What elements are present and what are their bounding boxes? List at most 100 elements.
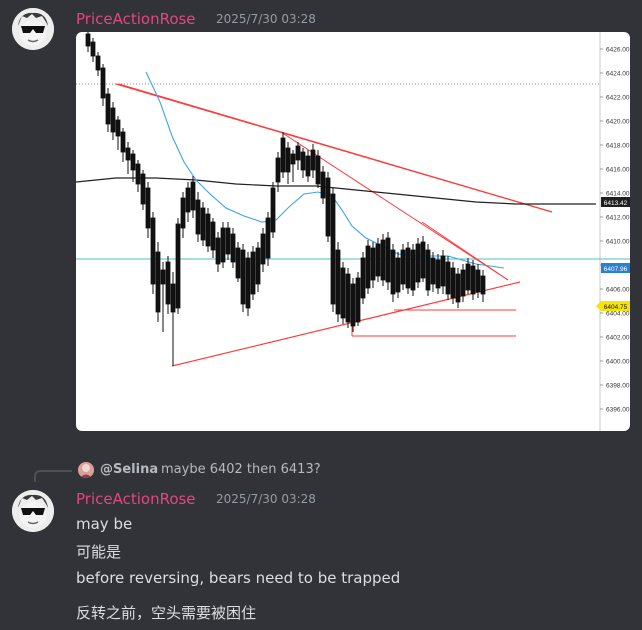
reply-connector xyxy=(34,470,72,482)
candle-body xyxy=(181,198,185,228)
candle-body xyxy=(286,148,290,172)
candle-body xyxy=(276,158,280,182)
candle-body xyxy=(321,172,325,198)
candle-body xyxy=(96,56,100,70)
price-axis: 6426.00 6424.00 6422.00 6420.00 6418.00 6416.… xyxy=(600,47,630,414)
price-axis-label: 6402.00 xyxy=(606,335,630,342)
candle-body xyxy=(476,270,480,292)
price-badge-dark: 6413.42 xyxy=(601,197,630,207)
candle-body xyxy=(126,148,130,160)
candle-body xyxy=(231,234,235,262)
price-axis-label: 6400.00 xyxy=(606,359,630,366)
reply-avatar[interactable] xyxy=(78,462,94,478)
candle-body xyxy=(266,218,270,258)
price-axis-label: 6404.00 xyxy=(606,311,630,318)
fast-moving-average xyxy=(146,72,504,268)
candle-body xyxy=(471,266,475,294)
price-axis-label: 6422.00 xyxy=(606,95,630,102)
candle-body xyxy=(271,188,275,232)
candle-body xyxy=(336,250,340,314)
candle-body xyxy=(211,222,215,250)
candle-body xyxy=(411,250,415,290)
candle-body xyxy=(296,146,300,160)
candle-body xyxy=(456,274,460,302)
candle-body xyxy=(426,250,430,290)
slow-moving-average xyxy=(76,178,596,204)
price-axis-label: 6418.00 xyxy=(606,143,630,150)
candle-body xyxy=(121,132,125,152)
candle-body xyxy=(176,224,180,308)
price-badge-yellow-label: 6404.75 xyxy=(604,304,628,311)
price-axis-label: 6416.00 xyxy=(606,167,630,174)
candle-body xyxy=(226,228,230,254)
candle-body xyxy=(111,108,115,132)
candle-body xyxy=(326,178,330,236)
candle-body xyxy=(461,270,465,296)
author-name[interactable]: PriceActionRose xyxy=(76,490,196,508)
candle-body xyxy=(166,262,170,304)
candle-body xyxy=(251,252,255,294)
candle-body xyxy=(341,268,345,318)
candle-body xyxy=(421,242,425,278)
candle-body xyxy=(406,248,410,288)
candle-body xyxy=(201,208,205,240)
candle-body xyxy=(191,182,195,210)
candle-body xyxy=(416,244,420,282)
candle-body xyxy=(131,154,135,170)
candle-body xyxy=(101,68,105,98)
candle-body xyxy=(146,188,150,228)
candle-body xyxy=(431,258,435,284)
candle-body xyxy=(136,164,140,184)
candle-body xyxy=(361,258,365,298)
candle-body xyxy=(481,276,485,294)
price-axis-label: 6398.00 xyxy=(606,383,630,390)
candle-body xyxy=(401,250,405,284)
candle-body xyxy=(151,218,155,284)
candle-body xyxy=(171,284,175,312)
avatar[interactable] xyxy=(12,8,54,50)
candle-body xyxy=(291,154,295,164)
candle-body xyxy=(351,284,355,326)
candle-body xyxy=(466,264,470,290)
candle-body xyxy=(221,228,225,262)
candle-body xyxy=(451,268,455,298)
chart-svg: 6426.00 6424.00 6422.00 6420.00 6418.00 6416.… xyxy=(76,32,630,431)
candle-body xyxy=(346,274,350,322)
candle-body xyxy=(236,248,240,278)
candle-body xyxy=(161,270,165,284)
candle-body xyxy=(301,152,305,170)
candle-body xyxy=(446,262,450,294)
message-line: may be xyxy=(76,515,132,533)
price-axis-label: 6396.00 xyxy=(606,407,630,414)
price-axis-label: 6414.00 xyxy=(606,191,630,198)
reply-snippet[interactable]: maybe 6402 then 6413? xyxy=(161,462,321,477)
candle-body xyxy=(436,260,440,288)
price-badge-yellow: 6404.75 xyxy=(596,301,630,311)
candlesticks xyxy=(86,32,485,366)
reply-mention[interactable]: @Selina xyxy=(100,462,158,477)
candle-body xyxy=(256,248,260,284)
candle-body xyxy=(281,138,285,172)
candle-body xyxy=(246,258,250,308)
price-axis-label: 6406.00 xyxy=(606,287,630,294)
candle-body xyxy=(381,240,385,280)
candle-body xyxy=(391,250,395,294)
message-line: 可能是 xyxy=(76,541,121,562)
message-line: 反转之前，空头需要被困住 xyxy=(76,602,256,623)
price-badge-dark-label: 6413.42 xyxy=(604,200,628,207)
candle-body xyxy=(331,194,335,304)
candle-body xyxy=(241,250,245,304)
candle-body xyxy=(311,150,315,170)
candle-body xyxy=(106,94,110,124)
candle-body xyxy=(306,156,310,176)
candle-body xyxy=(441,256,445,286)
author-name[interactable]: PriceActionRose xyxy=(76,10,196,28)
candle-body xyxy=(116,120,120,136)
candle-body xyxy=(196,200,200,234)
avatar[interactable] xyxy=(12,490,54,532)
chart-image[interactable]: 6426.00 6424.00 6422.00 6420.00 6418.00 6416.… xyxy=(76,32,630,431)
candle-body xyxy=(316,156,320,184)
candle-body xyxy=(206,214,210,246)
candle-body xyxy=(216,238,220,264)
price-axis-label: 6412.00 xyxy=(606,215,630,222)
